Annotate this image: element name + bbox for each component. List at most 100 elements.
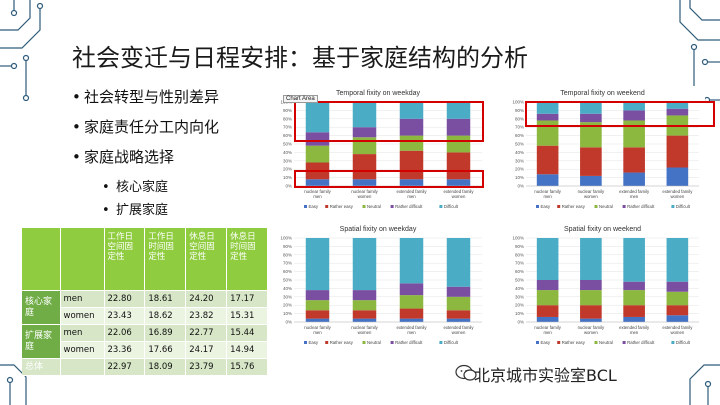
- legend-swatch: [325, 341, 329, 344]
- bar-segment: [399, 150, 424, 180]
- sub-bullet-item: • 扩展家庭: [72, 199, 219, 222]
- table-total-label: 总体: [22, 358, 61, 376]
- circuit-decoration-bottom-right: [689, 364, 720, 405]
- bar-segment: [536, 145, 559, 175]
- legend-swatch: [362, 205, 366, 208]
- bar-segment: [666, 281, 689, 292]
- chart-title: Spatial fixity on weekday: [340, 226, 417, 233]
- x-tick-label: nuclear family: [534, 189, 561, 194]
- x-tick-label: extended family: [396, 189, 427, 194]
- bar-segment: [446, 318, 471, 322]
- x-tick-label: extended family: [619, 325, 650, 330]
- legend-label: Neutral: [367, 340, 381, 345]
- x-tick-label: men: [630, 194, 639, 199]
- table-cell: 16.89: [144, 324, 187, 342]
- y-tick-label: 20%: [283, 167, 292, 172]
- chart-spatial-weekday: Spatial fixity on weekday 0% 10% 20% 30% 40% 5…: [268, 222, 488, 352]
- bar-segment: [352, 179, 377, 186]
- x-tick-label: men: [543, 194, 552, 199]
- y-tick-label: 20%: [515, 167, 524, 172]
- x-tick-label: nuclear family: [534, 325, 561, 330]
- table-group-label: 扩展家庭: [22, 324, 61, 359]
- bar-segment: [305, 238, 330, 291]
- table-cell: 18.61: [144, 290, 187, 308]
- x-tick-label: extended family: [443, 189, 474, 194]
- x-tick-label: men: [630, 330, 639, 335]
- y-tick-label: 40%: [283, 150, 292, 155]
- table-cell: 18.09: [144, 358, 187, 376]
- y-tick-label: 10%: [515, 175, 524, 180]
- x-tick-label: extended family: [443, 325, 474, 330]
- legend-label: Rather easy: [330, 204, 354, 209]
- table-cell: 22.80: [104, 290, 146, 308]
- slide-title: 社会变迁与日程安排：基于家庭结构的分析: [72, 44, 528, 72]
- bullet-text: 核心家庭: [116, 180, 169, 195]
- bar-segment: [305, 318, 330, 322]
- circuit-decoration-bottom-left: [0, 364, 27, 405]
- bar-segment: [399, 102, 424, 119]
- bullet-text: 家庭责任分工内向化: [84, 118, 220, 136]
- bar-segment: [580, 102, 602, 114]
- y-tick-label: 50%: [283, 142, 292, 147]
- table-row: women 23.43 18.62 23.82 15.31: [22, 307, 268, 325]
- chart-area-tooltip: Chart Area: [283, 95, 318, 103]
- bar-segment: [399, 135, 424, 151]
- table-cell: 15.76: [226, 358, 268, 376]
- table-gender-cell: women: [60, 307, 105, 325]
- y-tick-label: 60%: [515, 269, 524, 274]
- x-tick-label: men: [543, 330, 552, 335]
- bar-segment: [666, 315, 689, 322]
- legend-label: Rather difficult: [395, 340, 423, 345]
- y-tick-label: 80%: [515, 252, 524, 257]
- y-tick-label: 90%: [515, 244, 524, 249]
- table-header-cell: 休息日空间固定性: [185, 228, 228, 291]
- watermark-text: 北京城市实验室BCL: [446, 362, 617, 386]
- bar-segment: [580, 280, 602, 291]
- circuit-decoration-top-left: [0, 0, 44, 102]
- bar-segment: [623, 110, 645, 121]
- legend-swatch: [622, 341, 626, 344]
- y-tick-label: 60%: [283, 269, 292, 274]
- legend-swatch: [304, 205, 307, 208]
- bar-segment: [399, 283, 424, 296]
- bar-segment: [666, 108, 689, 116]
- chart-title: Spatial fixity on weekend: [564, 226, 641, 233]
- legend-label: Difficult: [444, 340, 459, 345]
- y-tick-label: 100%: [280, 236, 292, 241]
- legend-swatch: [390, 205, 394, 208]
- y-tick-label: 30%: [515, 294, 524, 299]
- y-tick-label: 70%: [283, 261, 292, 266]
- x-tick-label: extended family: [662, 189, 693, 194]
- y-tick-label: 80%: [515, 116, 524, 121]
- legend-swatch: [304, 341, 307, 344]
- bar-segment: [623, 102, 645, 111]
- watermark-label: 北京城市实验室BCL: [474, 366, 617, 385]
- bar-segment: [305, 102, 330, 133]
- bullet-item: • 家庭责任分工内向化: [72, 116, 219, 146]
- y-tick-label: 70%: [515, 261, 524, 266]
- y-tick-label: 50%: [283, 278, 292, 283]
- table-cell: 23.79: [185, 358, 228, 376]
- legend-label: Neutral: [599, 340, 613, 345]
- bar-segment: [399, 295, 424, 309]
- table-group-label: 核心家庭: [22, 290, 61, 325]
- legend-label: Difficult: [676, 204, 691, 209]
- table-cell: 22.97: [104, 358, 146, 376]
- x-tick-label: extended family: [662, 325, 693, 330]
- bar-segment: [623, 120, 645, 148]
- y-tick-label: 0%: [285, 184, 292, 189]
- bar-segment: [399, 238, 424, 284]
- bar-segment: [352, 318, 377, 322]
- bar-segment: [399, 308, 424, 319]
- table-cell: 22.77: [185, 324, 228, 342]
- x-tick-label: women: [452, 330, 466, 335]
- bar-segment: [623, 238, 645, 282]
- table-header-cell: 工作日时间固定性: [144, 228, 187, 291]
- x-tick-label: nuclear family: [351, 325, 378, 330]
- x-tick-label: men: [407, 194, 416, 199]
- x-tick-label: extended family: [619, 189, 650, 194]
- table-row: 核心家庭 men 22.80 18.61 24.20 17.17: [22, 290, 268, 325]
- y-tick-label: 100%: [512, 236, 524, 241]
- bar-segment: [352, 102, 377, 128]
- table-cell: 24.17: [185, 341, 228, 359]
